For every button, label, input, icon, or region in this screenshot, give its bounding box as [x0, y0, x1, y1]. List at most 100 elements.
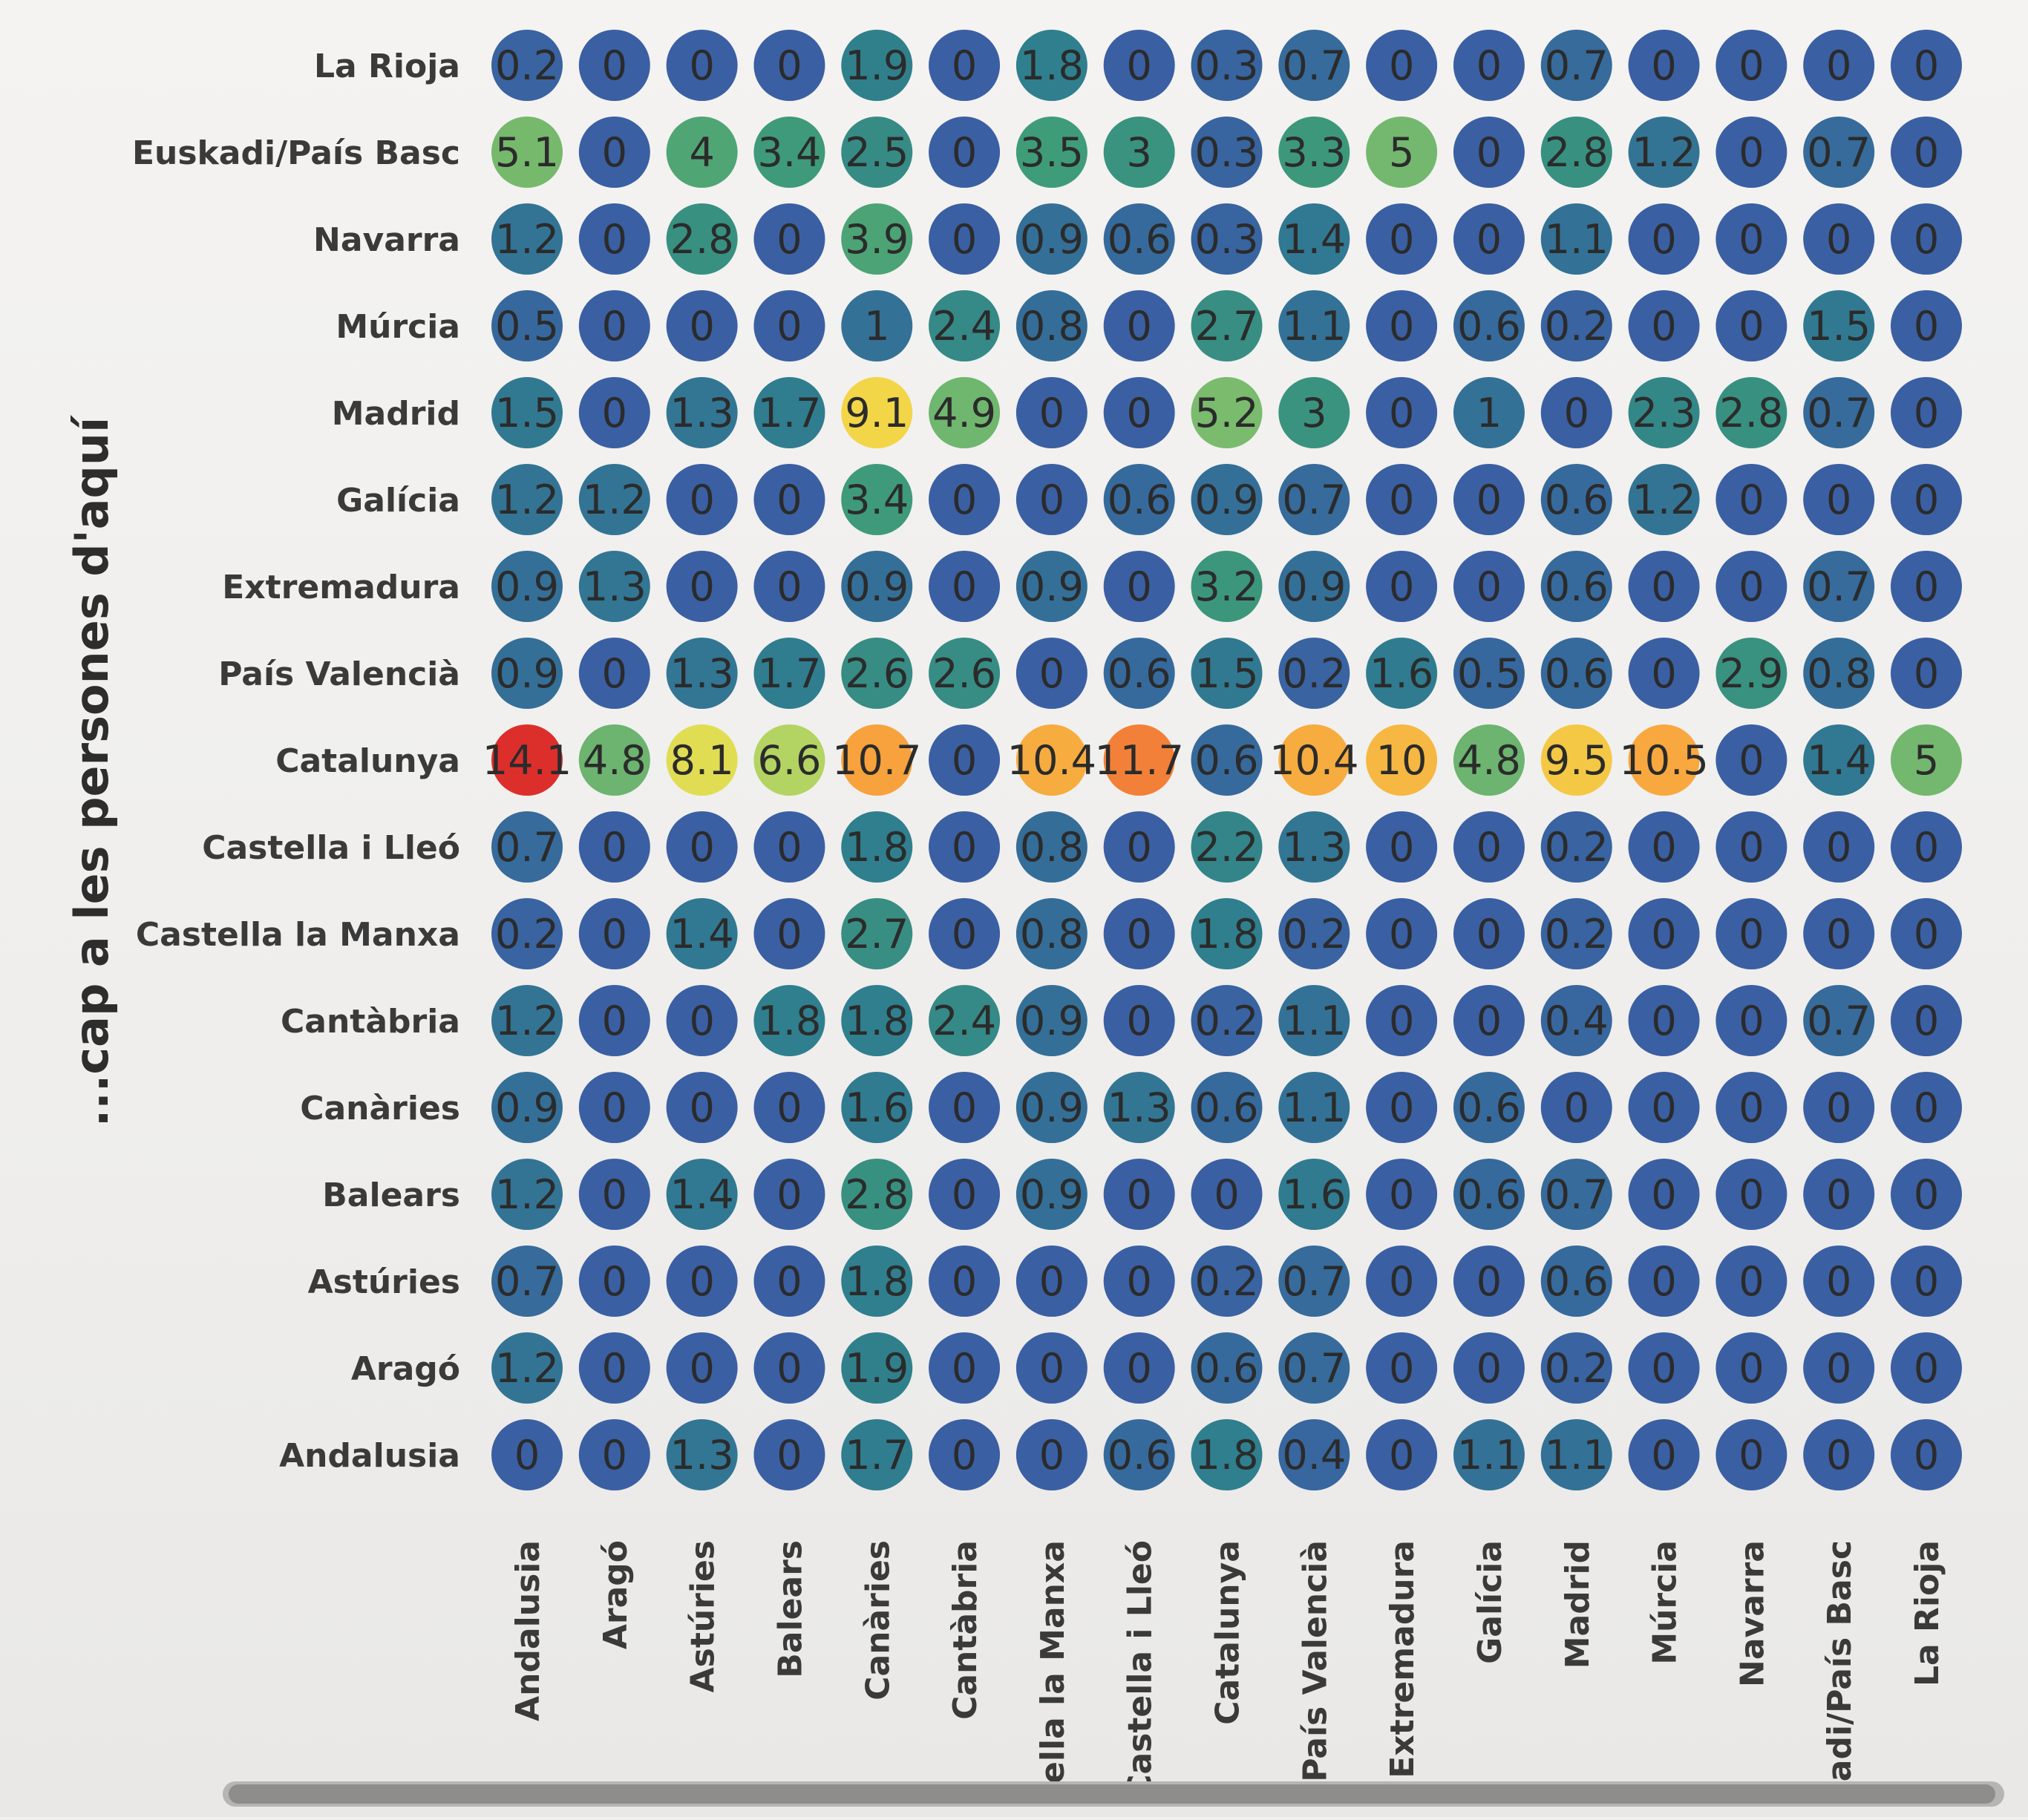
cell-value-label: 1.8: [845, 1258, 909, 1305]
heatmap-cell: 3.4: [841, 464, 913, 535]
cell-value-label: 0: [1738, 477, 1764, 523]
cell-circle: [1453, 203, 1525, 275]
cell-value-label: 0: [1039, 1258, 1064, 1305]
cell-circle: [1715, 1245, 1787, 1317]
heatmap-cell: 0: [1628, 1245, 1700, 1317]
column-label-madrid: Madrid: [1559, 1540, 1597, 1669]
cell-circle: [578, 1245, 650, 1317]
heatmap-cell: 1.8: [841, 1245, 913, 1317]
column-label-la-rioja: La Rioja: [1908, 1540, 1946, 1686]
cell-circle: [1891, 1245, 1962, 1317]
heatmap-cell: 0.7: [1540, 30, 1612, 101]
cell-value-label: 0.6: [1195, 1345, 1259, 1392]
cell-circle: [1803, 377, 1875, 448]
heatmap-cell: 0: [1803, 811, 1875, 883]
cell-circle: [1278, 1245, 1350, 1317]
cell-circle: [841, 898, 913, 969]
cell-value-label: 0.4: [1282, 1432, 1346, 1479]
cell-circle: [1715, 30, 1787, 101]
cell-value-label: 10.5: [1619, 737, 1708, 784]
heatmap-cell: 5.2: [1191, 377, 1263, 448]
cell-value-label: 0.8: [1807, 650, 1871, 697]
cell-circle: [1540, 551, 1612, 622]
heatmap-cell: 0: [578, 117, 650, 188]
heatmap-cell: 0: [1103, 811, 1175, 883]
row-label-galicia: Galícia: [336, 482, 460, 520]
cell-value-label: 1.3: [670, 1432, 734, 1479]
cell-value-label: 0.7: [1545, 1171, 1609, 1218]
heatmap-cell: 0: [753, 464, 825, 535]
cell-circle: [491, 898, 563, 969]
heatmap-cell: 0.6: [1453, 1159, 1525, 1230]
heatmap-cell: 0: [1103, 1159, 1175, 1230]
cell-value-label: 1.2: [495, 1345, 559, 1392]
cell-value-label: 1.1: [1545, 1432, 1609, 1479]
heatmap-cell: 3.9: [841, 203, 913, 275]
cell-value-label: 0: [689, 1258, 714, 1305]
column-label-cantabria: Cantàbria: [946, 1540, 984, 1720]
cell-value-label: 3.4: [757, 129, 821, 176]
cell-circle: [1191, 117, 1263, 188]
cell-value-label: 2.4: [932, 303, 996, 350]
heatmap-cell: 0: [1715, 1159, 1787, 1230]
cell-value-label: 0.9: [845, 563, 909, 610]
cell-value-label: 0: [602, 1171, 627, 1218]
row-label-madrid: Madrid: [332, 395, 460, 433]
cell-value-label: 1.4: [670, 1171, 734, 1218]
cell-circle: [1278, 985, 1350, 1056]
cell-circle: [1715, 290, 1787, 361]
cell-circle: [1715, 464, 1787, 535]
cell-value-label: 1.1: [1545, 216, 1609, 263]
heatmap-cell: 2.9: [1715, 638, 1787, 709]
cell-circle: [1191, 638, 1263, 709]
cell-value-label: 0: [952, 737, 977, 784]
horizontal-scrollbar[interactable]: [223, 1781, 2004, 1807]
cell-circle: [1715, 638, 1787, 709]
cell-value-label: 0: [689, 42, 714, 89]
cell-circle: [1540, 30, 1612, 101]
cell-value-label: 0.2: [1545, 911, 1609, 958]
row-label-extremadura: Extremadura: [222, 569, 460, 606]
scrollbar-thumb[interactable]: [229, 1784, 1995, 1804]
cell-value-label: 0.6: [1545, 650, 1609, 697]
cell-value-label: 0.6: [1545, 563, 1609, 610]
cell-circle: [666, 898, 738, 969]
cell-circle: [1453, 1332, 1525, 1404]
cell-value-label: 3: [1127, 129, 1152, 176]
cell-value-label: 3.4: [845, 477, 909, 523]
cell-value-label: 0.7: [1545, 42, 1609, 89]
cell-circle: [1103, 811, 1175, 883]
cell-circle: [578, 1072, 650, 1143]
heatmap-cell: 2.8: [1715, 377, 1787, 448]
cell-value-label: 0: [1127, 303, 1152, 350]
cell-circle: [1103, 724, 1175, 796]
heatmap-cell: 14.1: [483, 724, 572, 796]
cell-value-label: 9.5: [1545, 737, 1609, 784]
cell-circle: [1540, 290, 1612, 361]
cell-value-label: 0: [952, 1258, 977, 1305]
heatmap-cell: 2.5: [841, 117, 913, 188]
cell-circle: [1103, 985, 1175, 1056]
cell-value-label: 0: [1738, 1171, 1764, 1218]
heatmap-cell: 0: [1715, 724, 1787, 796]
cell-value-label: 0: [689, 563, 714, 610]
cell-circle: [1803, 638, 1875, 709]
cell-value-label: 1.8: [845, 998, 909, 1044]
heatmap-cell: 1.8: [841, 811, 913, 883]
cell-circle: [753, 1245, 825, 1317]
cell-circle: [1628, 1072, 1700, 1143]
cell-circle: [1015, 811, 1087, 883]
heatmap-cell: 1.9: [841, 1332, 913, 1404]
cell-circle: [1453, 898, 1525, 969]
heatmap-cell: 0: [1891, 985, 1962, 1056]
cell-circle: [666, 290, 738, 361]
cell-value-label: 1.3: [670, 390, 734, 436]
cell-circle: [1891, 1419, 1962, 1490]
heatmap-cell: 1.6: [841, 1072, 913, 1143]
heatmap-cell: 0.9: [841, 551, 913, 622]
heatmap-cell: 0: [1103, 377, 1175, 448]
cell-value-label: 0: [1651, 1432, 1676, 1479]
heatmap-cell: 1.9: [841, 30, 913, 101]
heatmap-cell: 2.6: [841, 638, 913, 709]
